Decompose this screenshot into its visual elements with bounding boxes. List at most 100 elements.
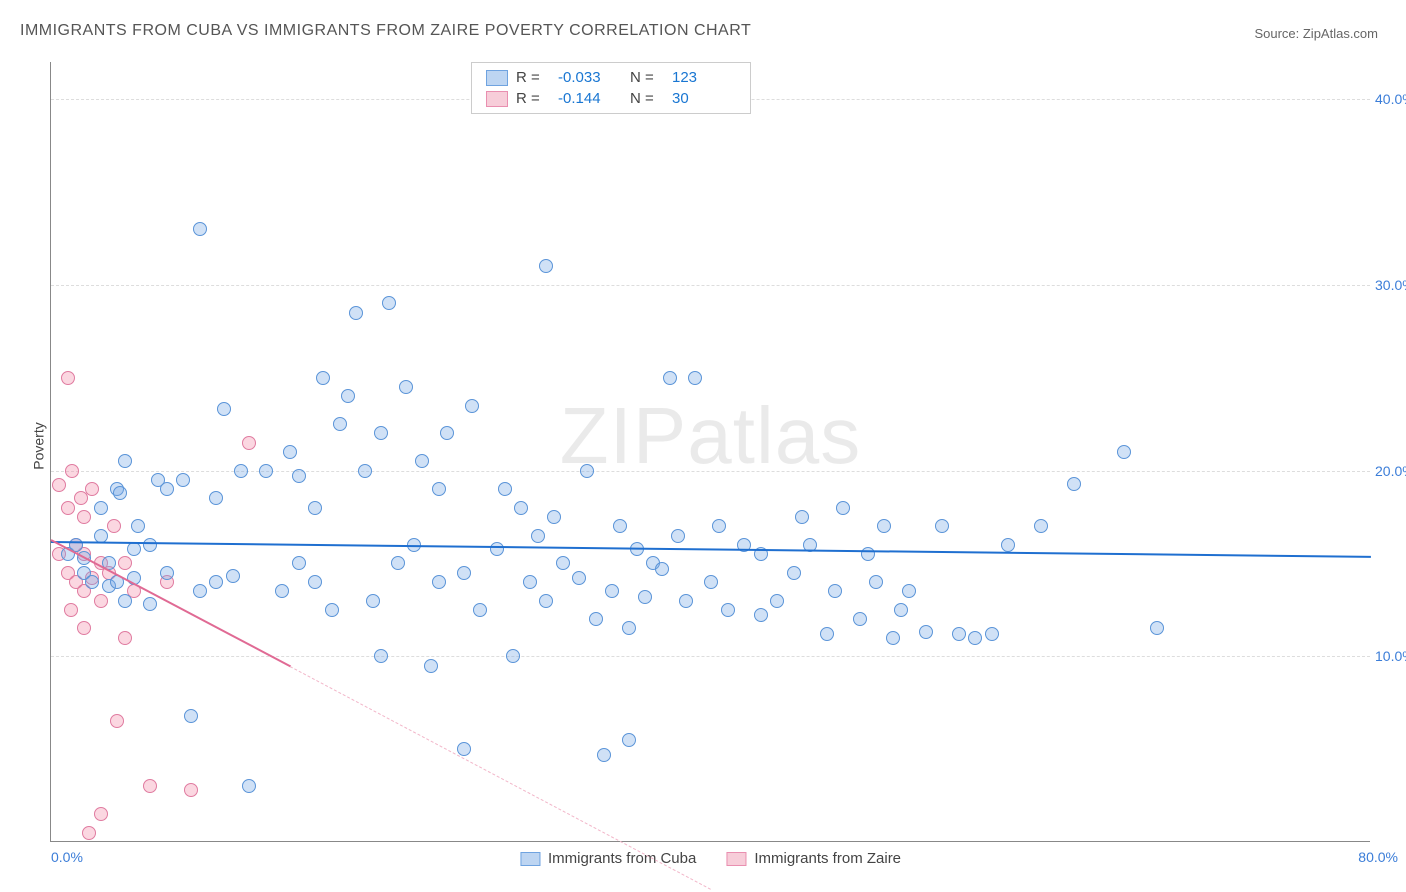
data-point-cuba [209,491,223,505]
scatter-plot-area: ZIPatlas R = -0.033 N = 123 R = -0.144 N… [50,62,1370,842]
data-point-cuba [283,445,297,459]
data-point-cuba [1117,445,1131,459]
data-point-cuba [308,501,322,515]
data-point-cuba [275,584,289,598]
data-point-cuba [539,259,553,273]
n-label: N = [630,69,664,86]
n-value-zaire: 30 [672,90,736,107]
source-link[interactable]: ZipAtlas.com [1303,26,1378,41]
data-point-cuba [531,529,545,543]
data-point-zaire [52,478,66,492]
data-point-zaire [242,436,256,450]
swatch-zaire [486,91,508,107]
data-point-cuba [556,556,570,570]
legend-item-zaire: Immigrants from Zaire [726,850,901,867]
data-point-cuba [325,603,339,617]
data-point-zaire [184,783,198,797]
data-point-cuba [622,733,636,747]
gridline [51,285,1370,286]
data-point-cuba [539,594,553,608]
data-point-cuba [193,584,207,598]
data-point-zaire [110,714,124,728]
data-point-cuba [94,529,108,543]
data-point-cuba [118,594,132,608]
data-point-cuba [1150,621,1164,635]
data-point-cuba [143,538,157,552]
data-point-cuba [853,612,867,626]
data-point-cuba [968,631,982,645]
data-point-cuba [985,627,999,641]
data-point-zaire [77,621,91,635]
data-point-zaire [74,491,88,505]
data-point-zaire [61,371,75,385]
data-point-zaire [118,556,132,570]
data-point-cuba [184,709,198,723]
source-attribution: Source: ZipAtlas.com [1254,26,1378,41]
data-point-cuba [217,402,231,416]
y-tick-label: 40.0% [1375,91,1406,107]
data-point-zaire [77,510,91,524]
data-point-zaire [118,631,132,645]
data-point-cuba [85,575,99,589]
r-value-cuba: -0.033 [558,69,622,86]
n-value-cuba: 123 [672,69,736,86]
data-point-cuba [836,501,850,515]
data-point-cuba [160,482,174,496]
data-point-zaire [61,501,75,515]
x-tick-max: 80.0% [1358,849,1398,865]
data-point-cuba [391,556,405,570]
data-point-cuba [572,571,586,585]
swatch-cuba [486,70,508,86]
data-point-cuba [457,742,471,756]
r-label: R = [516,90,550,107]
data-point-cuba [770,594,784,608]
chart-title: IMMIGRANTS FROM CUBA VS IMMIGRANTS FROM … [20,22,751,40]
data-point-cuba [820,627,834,641]
trendline-cuba [51,541,1371,558]
data-point-cuba [374,426,388,440]
data-point-cuba [242,779,256,793]
data-point-cuba [704,575,718,589]
data-point-cuba [366,594,380,608]
data-point-cuba [523,575,537,589]
data-point-cuba [754,608,768,622]
data-point-cuba [712,519,726,533]
data-point-cuba [399,380,413,394]
data-point-cuba [580,464,594,478]
data-point-cuba [292,556,306,570]
swatch-zaire [726,852,746,866]
data-point-cuba [118,454,132,468]
data-point-cuba [919,625,933,639]
data-point-cuba [828,584,842,598]
data-point-cuba [382,296,396,310]
data-point-zaire [82,826,96,840]
data-point-cuba [1001,538,1015,552]
data-point-cuba [465,399,479,413]
legend-item-cuba: Immigrants from Cuba [520,850,696,867]
data-point-cuba [1067,477,1081,491]
data-point-cuba [374,649,388,663]
data-point-cuba [341,389,355,403]
data-point-cuba [94,501,108,515]
data-point-cuba [349,306,363,320]
data-point-cuba [514,501,528,515]
n-label: N = [630,90,664,107]
data-point-cuba [415,454,429,468]
swatch-cuba [520,852,540,866]
data-point-cuba [869,575,883,589]
data-point-cuba [131,519,145,533]
data-point-zaire [85,482,99,496]
y-axis-label: Poverty [31,422,47,469]
data-point-cuba [663,371,677,385]
data-point-zaire [94,594,108,608]
data-point-cuba [234,464,248,478]
data-point-zaire [107,519,121,533]
data-point-cuba [1034,519,1048,533]
data-point-cuba [143,597,157,611]
data-point-cuba [113,486,127,500]
r-value-zaire: -0.144 [558,90,622,107]
gridline [51,656,1370,657]
watermark: ZIPatlas [560,390,861,482]
y-tick-label: 20.0% [1375,463,1406,479]
gridline [51,471,1370,472]
